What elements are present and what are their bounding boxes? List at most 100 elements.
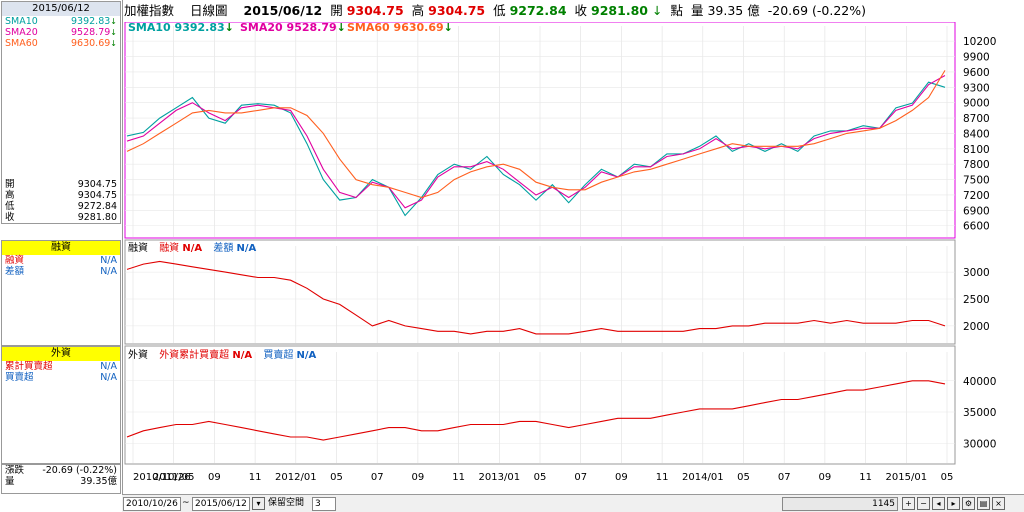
down-arrow-icon: ↓ [110,28,117,37]
x-tick-label: 09 [208,472,221,483]
left-sma20-row: SMA20 9528.79↓ [5,27,117,38]
left-sma10-row: SMA10 9392.83↓ [5,16,117,27]
foreign-cum-row: 累計買賣超 N/A [5,361,117,372]
margin-box: 融資 融資 N/A 差額 N/A [1,240,121,346]
header-low: 9272.84 [509,3,567,18]
header-high: 9304.75 [428,3,486,18]
scroll-right-icon[interactable]: ▸ [947,497,960,510]
start-date-field[interactable]: 2010/10/26 [123,497,181,511]
y-tick-label: 8400 [963,128,990,140]
legend-sma20: SMA20 9528.79↓ [240,22,346,34]
y-tick-label: 8700 [963,113,990,125]
print-icon[interactable]: ▤ [977,497,990,510]
end-date-field[interactable]: 2015/06/12 [192,497,250,511]
calendar-icon[interactable]: ▾ [252,497,265,510]
y-tick-label: 6900 [963,205,990,217]
series-line-外資累計買賣超 [126,380,946,441]
header-open: 9304.75 [346,3,404,18]
y-tick-label: 2500 [963,294,990,306]
x-tick-label: 09 [615,472,628,483]
x-tick-label: 05 [941,472,954,483]
legend-sma60: SMA60 9630.69↓ [347,22,453,34]
legend-sma10: SMA10 9392.83↓ [128,22,234,34]
x-tick-label: 05 [534,472,547,483]
bar-count: 1145 [782,497,898,511]
margin-legend: 融資 融資 N/A 差額 N/A [128,241,257,254]
x-tick-label: 11 [452,472,465,483]
x-tick-label: 2015/01 [886,472,928,483]
scroll-left-icon[interactable]: ◂ [932,497,945,510]
x-tick-label: 07 [574,472,587,483]
margin-row: 融資 N/A [5,255,117,266]
y-tick-label: 9000 [963,98,990,110]
margin-diff-row: 差額 N/A [5,266,117,277]
left-close-row: 收 9281.80 [5,212,117,223]
y-tick-label: 7800 [963,159,990,171]
series-line-融資 [126,260,946,335]
x-tick-label: 2011/05 [153,472,195,483]
y-tick-label: 9600 [963,67,990,79]
left-low-row: 低 9272.84 [5,201,117,212]
foreign-title: 外資 [2,347,120,361]
x-tick-label: 2013/01 [479,472,521,483]
x-tick-label: 09 [412,472,425,483]
change-row: 漲跌 -20.69 (-0.22%) [5,465,117,476]
x-tick-label: 2014/01 [682,472,724,483]
header-date: 2015/06/12 [243,3,323,18]
left-date: 2015/06/12 [2,2,120,16]
header-change: -20.69 (-0.22%) [767,3,866,18]
header-volume: 39.35 [707,3,744,18]
volume-row: 量 39.35億 [5,476,117,487]
y-tick-label: 3000 [963,267,990,279]
close-icon[interactable]: × [992,497,1005,510]
left-info-panel: 2015/06/12 SMA10 9392.83↓ SMA20 9528.79↓… [0,0,123,511]
settings-icon[interactable]: ⚙ [962,497,975,510]
keep-space-input[interactable]: 3 [312,497,336,511]
y-tick-label: 35000 [963,407,996,419]
change-box: 漲跌 -20.69 (-0.22%) 量 39.35億 [1,464,121,494]
foreign-box: 外資 累計買賣超 N/A 買賣超 N/A [1,346,121,464]
header-close: 9281.80 [591,3,648,18]
down-arrow-icon: ↓ [110,17,117,26]
x-tick-label: 09 [819,472,832,483]
foreign-net-row: 買賣超 N/A [5,372,117,383]
date-box: 2015/06/12 SMA10 9392.83↓ SMA20 9528.79↓… [1,1,121,224]
left-sma60-row: SMA60 9630.69↓ [5,38,117,49]
y-tick-label: 8100 [963,144,990,156]
y-tick-label: 9900 [963,52,990,64]
x-tick-label: 11 [249,472,262,483]
x-tick-label: 07 [778,472,791,483]
y-tick-label: 7200 [963,190,990,202]
x-tick-label: 2012/01 [275,472,317,483]
y-tick-label: 7500 [963,175,990,187]
x-tick-label: 05 [330,472,343,483]
x-tick-label: 2010/10/26 [133,472,191,483]
zoom-out-icon[interactable]: − [917,497,930,510]
series-line-SMA20 [126,75,946,209]
zoom-in-icon[interactable]: + [902,497,915,510]
foreign-legend: 外資 外資累計買賣超 N/A 買賣超 N/A [128,348,317,361]
y-tick-label: 6600 [963,221,990,233]
left-high-row: 高 9304.75 [5,190,117,201]
y-tick-label: 2000 [963,321,990,333]
x-tick-label: 11 [859,472,872,483]
series-line-SMA10 [126,81,946,217]
y-tick-label: 30000 [963,438,996,450]
y-tick-label: 9300 [963,82,990,94]
x-tick-label: 05 [737,472,750,483]
x-tick-label: 07 [371,472,384,483]
down-arrow-icon: ↓ [110,39,117,48]
series-line-SMA60 [126,70,946,199]
period-label: 日線圖 [190,3,228,18]
x-tick-label: 11 [656,472,669,483]
y-tick-label: 10200 [963,36,996,48]
bottom-toolbar: 2010/10/26 ~ 2015/06/12 ▾ 保留空間 3 1145 + … [122,494,1024,512]
keep-space-label: 保留空間 [268,498,305,508]
left-open-row: 開 9304.75 [5,179,117,190]
y-tick-label: 40000 [963,376,996,388]
index-name: 加權指數 [124,3,175,18]
down-arrow-icon: ↓ [651,3,663,18]
margin-title: 融資 [2,241,120,255]
